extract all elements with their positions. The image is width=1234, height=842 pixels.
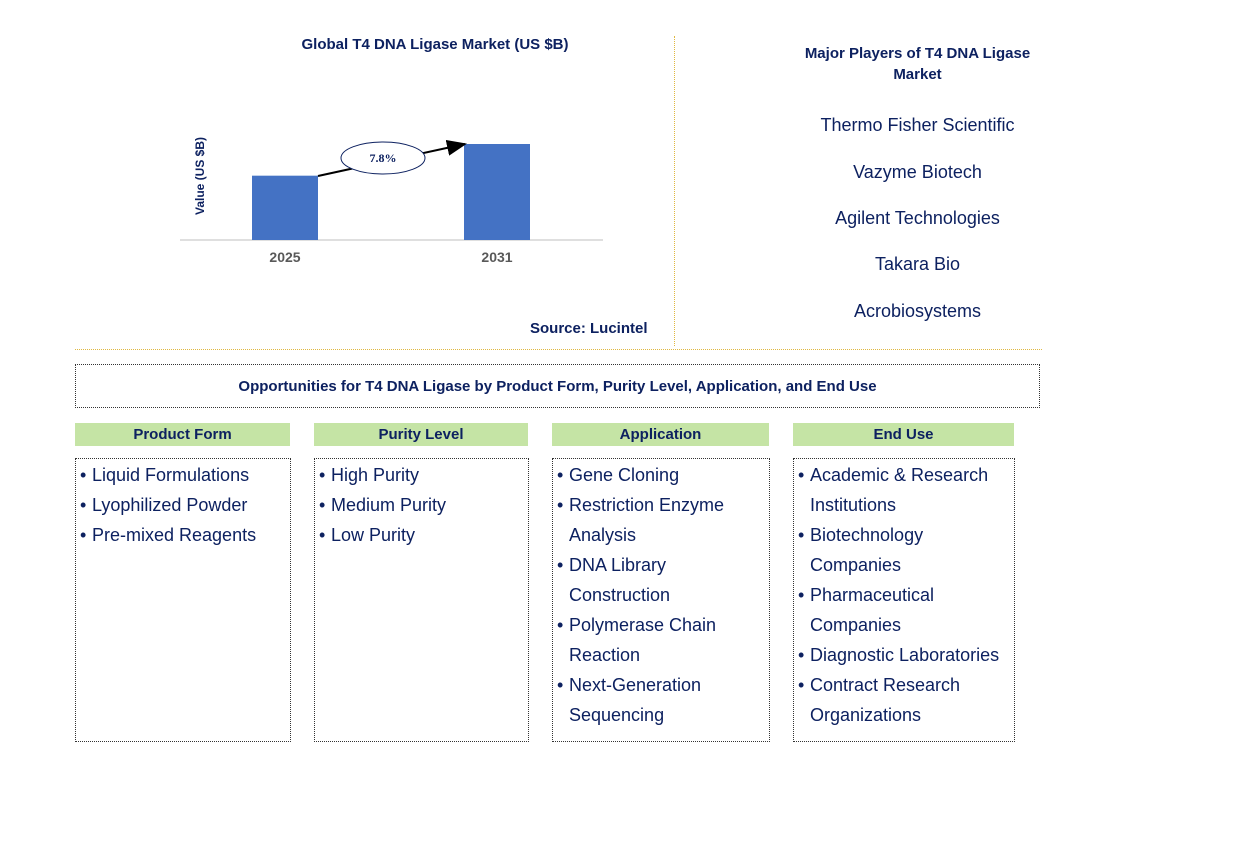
chart-title: Global T4 DNA Ligase Market (US $B): [301, 36, 569, 53]
cagr-label: 7.8%: [370, 151, 397, 165]
category-box-end-use: Academic & Research InstitutionsBiotechn…: [793, 458, 1015, 742]
bar-2031: [464, 144, 530, 240]
list-item: Academic & Research Institutions: [798, 460, 1012, 520]
list-item: Lyophilized Powder: [80, 490, 288, 520]
horizontal-divider: [75, 349, 1042, 350]
category-header-purity-level: Purity Level: [314, 423, 528, 446]
x-tick-label: 2025: [269, 249, 300, 265]
category-header-application: Application: [552, 423, 769, 446]
opportunities-banner: Opportunities for T4 DNA Ligase by Produ…: [75, 364, 1040, 408]
category-box-product-form: Liquid FormulationsLyophilized PowderPre…: [75, 458, 291, 742]
list-item: Pharmaceutical Companies: [798, 580, 1012, 640]
list-item: Liquid Formulations: [80, 460, 288, 490]
opportunities-title: Opportunities for T4 DNA Ligase by Produ…: [238, 377, 877, 395]
bar-chart: Value (US $B) 2025 2031 7.8%: [180, 137, 603, 265]
cagr-bubble: [340, 141, 426, 175]
list-item: Biotechnology Companies: [798, 520, 1012, 580]
vertical-divider: [674, 36, 675, 346]
player-item: Thermo Fisher Scientific: [820, 115, 1015, 135]
list-item: Contract Research Organizations: [798, 670, 1012, 730]
list-item: Medium Purity: [319, 490, 526, 520]
list-item: Next-Generation Sequencing: [557, 670, 767, 730]
list-item: High Purity: [319, 460, 526, 490]
player-item: Agilent Technologies: [835, 208, 1000, 228]
category-box-application: Gene CloningRestriction Enzyme AnalysisD…: [552, 458, 770, 742]
list-item: Low Purity: [319, 520, 526, 550]
players-title: Major Players of T4 DNA Ligase Market: [804, 45, 1031, 83]
list-item: Pre-mixed Reagents: [80, 520, 288, 550]
list-item: Polymerase Chain Reaction: [557, 610, 767, 670]
y-axis-label: Value (US $B): [193, 137, 207, 215]
category-header-end-use: End Use: [793, 423, 1014, 446]
player-item: Acrobiosystems: [853, 301, 982, 321]
player-item: Vazyme Biotech: [853, 162, 982, 182]
x-tick-label: 2031: [481, 249, 512, 265]
category-box-purity-level: High PurityMedium PurityLow Purity: [314, 458, 529, 742]
source-note: Source: Lucintel: [530, 320, 648, 337]
category-header-product-form: Product Form: [75, 423, 290, 446]
bar-2025: [252, 175, 318, 240]
player-item: Takara Bio: [874, 254, 961, 274]
list-item: DNA Library Construction: [557, 550, 767, 610]
list-item: Gene Cloning: [557, 460, 767, 490]
list-item: Diagnostic Laboratories: [798, 640, 1012, 670]
list-item: Restriction Enzyme Analysis: [557, 490, 767, 550]
